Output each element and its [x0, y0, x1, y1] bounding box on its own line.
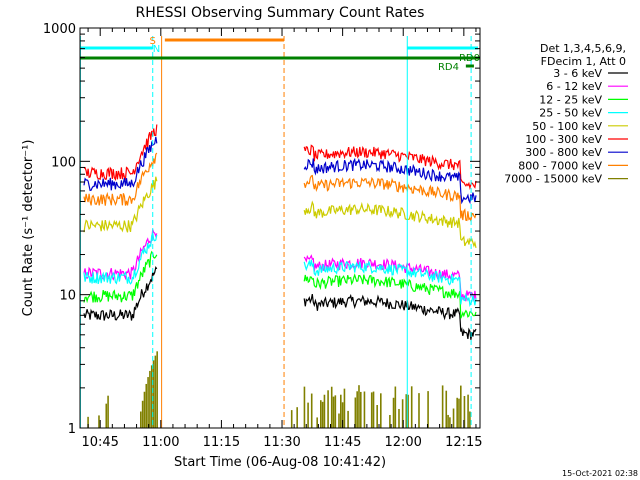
flag-rd4: RD4: [438, 62, 459, 73]
legend-label-3: 25 - 50 keV: [539, 107, 602, 120]
x-tick-label: 12:15: [445, 435, 482, 450]
series-2-pre: [83, 250, 158, 304]
legend-label-1: 6 - 12 keV: [546, 80, 602, 93]
series-3-post: [303, 259, 477, 307]
y-tick-label: 1000: [43, 22, 76, 37]
series-8: [87, 351, 471, 428]
series-7-post: [303, 174, 477, 222]
series-0-post: [303, 293, 477, 340]
flag-s: S: [149, 36, 155, 47]
plot-frame: [79, 27, 481, 429]
series-6-pre: [83, 136, 158, 192]
x-tick-label: 11:45: [324, 435, 361, 450]
series-3: [83, 232, 477, 307]
series-4-pre: [83, 176, 158, 233]
series-1: [83, 229, 477, 302]
x-tick-label: 12:00: [384, 435, 421, 450]
chart-title: RHESSI Observing Summary Count Rates: [136, 5, 425, 21]
series-3-pre: [83, 232, 158, 285]
legend-label-5: 100 - 300 keV: [525, 133, 602, 146]
legend-label-0: 3 - 6 keV: [553, 67, 602, 80]
x-axis: 10:45 11:00 11:15 11:30 11:45 12:00 12:15: [81, 28, 483, 450]
legend: Det 1,3,4,5,6,9,FDecim 1, Att 03 - 6 keV…: [504, 42, 628, 186]
x-tick-label: 11:00: [142, 435, 179, 450]
series-2-post: [303, 273, 477, 319]
legend-label-7: 800 - 7000 keV: [518, 159, 602, 172]
series-6: [83, 136, 477, 205]
y-axis-label: Count Rate (s⁻¹ detector⁻¹): [21, 140, 36, 317]
legend-label-6: 300 - 800 keV: [525, 146, 602, 159]
legend-label-2: 12 - 25 keV: [539, 93, 602, 106]
flag-n: N: [153, 44, 160, 55]
flag-rd0: RD0: [459, 53, 480, 64]
series-6-post: [303, 157, 477, 205]
series-7-pre: [83, 152, 158, 206]
series-5: [83, 124, 477, 191]
legend-header-1: FDecim 1, Att 0: [541, 55, 626, 68]
y-axis: 1 10 100 1000: [43, 22, 480, 437]
x-axis-label: Start Time (06-Aug-08 10:41:42): [174, 455, 386, 470]
legend-header-0: Det 1,3,4,5,6,9,: [540, 42, 626, 55]
series-2: [83, 250, 477, 319]
series-0-pre: [83, 265, 158, 321]
timestamp: 15-Oct-2021 02:38: [562, 469, 638, 478]
legend-label-8: 7000 - 15000 keV: [504, 173, 602, 186]
series-1-pre: [83, 229, 158, 281]
series-0: [83, 265, 477, 340]
x-tick-label: 11:15: [203, 435, 240, 450]
series-5-post: [303, 144, 477, 191]
data-layer: [83, 124, 477, 428]
series-4-post: [303, 200, 477, 249]
x-tick-label: 10:45: [81, 435, 118, 450]
y-tick-label: 1: [68, 422, 76, 437]
series-4: [83, 176, 477, 249]
legend-label-4: 50 - 100 keV: [532, 120, 602, 133]
series-7: [83, 152, 477, 222]
y-tick-label: 100: [51, 155, 76, 170]
series-5-pre: [83, 124, 158, 182]
x-tick-label: 11:30: [263, 435, 300, 450]
y-tick-label: 10: [59, 289, 76, 304]
